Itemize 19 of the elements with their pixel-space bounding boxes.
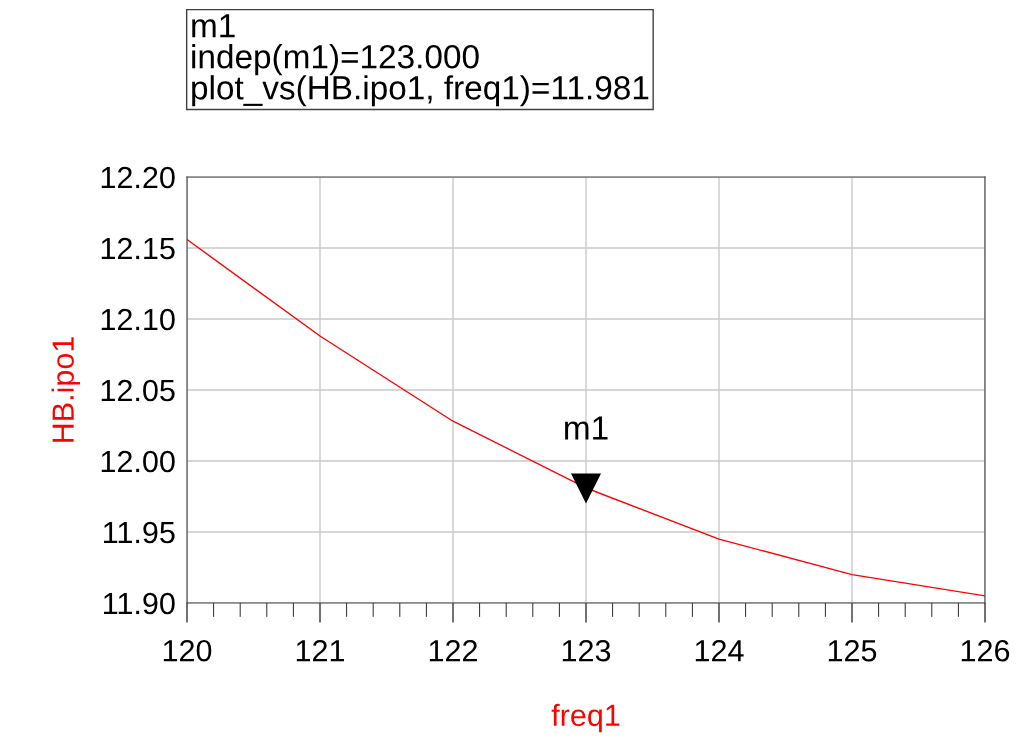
y-tick-label: 12.00 [101, 450, 175, 473]
y-axis-title: HB.ipo1 [51, 337, 80, 442]
line-series [187, 238, 985, 597]
x-tick-label: 120 [163, 639, 212, 662]
y-tick-label: 11.90 [104, 592, 175, 615]
x-axis-title: freq1 [551, 703, 620, 733]
x-tick-label: 123 [562, 639, 611, 662]
x-tick-label: 126 [961, 639, 1010, 662]
x-tick-label: 121 [296, 639, 344, 662]
y-tick-label: 12.10 [101, 308, 175, 331]
y-tick-label: 12.20 [101, 166, 175, 189]
x-tick-label: 122 [429, 639, 477, 662]
y-tick-label: 12.05 [101, 379, 175, 402]
x-tick-label: 124 [695, 639, 744, 662]
x-tick-label: 125 [828, 639, 877, 662]
y-tick-label: 11.95 [104, 521, 175, 544]
annotation: m1 [565, 416, 608, 440]
text: m1 indep(m1)=123.000 plot_vs(HB.ipo1, freq1)=11.981 [192, 14, 649, 107]
y-tick-label: 12.15 [101, 237, 175, 260]
